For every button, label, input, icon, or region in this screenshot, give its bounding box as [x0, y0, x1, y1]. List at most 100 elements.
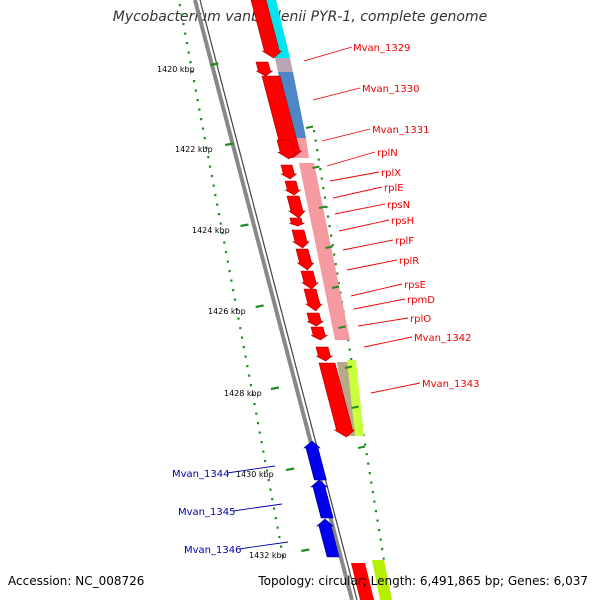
ruler-dot	[330, 234, 333, 237]
leader-line	[326, 151, 376, 167]
gene-label-mvan-1345[interactable]: Mvan_1345	[178, 507, 235, 518]
ruler-dot	[184, 32, 187, 35]
ruler-dot	[251, 393, 254, 396]
ruler-dot	[248, 374, 251, 377]
ruler-dot	[216, 203, 219, 206]
ruler-dot	[208, 165, 212, 168]
cog-track-pink	[299, 163, 350, 340]
leader-line	[353, 298, 406, 310]
gene-label-mvan-1329[interactable]: Mvan_1329	[353, 43, 410, 54]
minor-tick	[331, 285, 340, 289]
ruler-dot	[253, 403, 256, 406]
ruler-dot	[322, 187, 325, 190]
ruler-dot	[365, 453, 368, 456]
ruler-dot	[214, 194, 217, 197]
ruler-dot	[180, 13, 183, 16]
ruler-dot	[313, 130, 316, 133]
ruler-dot	[224, 251, 228, 254]
major-tick	[255, 304, 264, 309]
ruler-dot	[185, 42, 189, 45]
reverse-gene-arrow	[303, 440, 327, 481]
leader-line	[238, 541, 289, 550]
ruler-dot	[182, 23, 185, 26]
ruler-dot	[210, 175, 213, 178]
ruler-dot	[178, 4, 181, 7]
ruler-dot	[382, 557, 385, 560]
gene-label-rpsh[interactable]: rpsH	[391, 216, 414, 227]
minor-tick	[357, 445, 366, 449]
forward-gene-arrow	[295, 248, 315, 271]
ruler-dot	[212, 184, 215, 187]
leader-line	[226, 465, 276, 474]
ruler-dot	[201, 127, 205, 130]
ruler-dot	[230, 279, 233, 282]
ruler-dot	[376, 519, 379, 522]
minor-tick	[312, 165, 320, 169]
ruler-dot	[331, 244, 334, 247]
major-tick	[270, 386, 280, 391]
ruler-dot	[265, 469, 269, 472]
minor-tick	[351, 405, 359, 409]
forward-gene-arrow	[315, 346, 334, 362]
ruler-dot	[187, 51, 190, 54]
ruler-dot	[217, 213, 221, 216]
cog-track-lime	[347, 360, 364, 436]
gene-label-rplr[interactable]: rplR	[399, 256, 419, 267]
ruler-dot	[280, 545, 283, 548]
ruler-dot	[191, 70, 194, 73]
gene-label-rpse[interactable]: rpsE	[404, 280, 426, 291]
ruler-dot	[194, 89, 197, 92]
gene-label-mvan-1330[interactable]: Mvan_1330	[362, 84, 419, 95]
ruler-dot	[256, 422, 260, 425]
cog-track-gray	[275, 58, 293, 72]
gene-label-mvan-1342[interactable]: Mvan_1342	[414, 333, 471, 344]
ruler-dot	[339, 291, 342, 294]
ruler-dot	[240, 336, 244, 339]
leader-line	[332, 186, 383, 199]
major-tick	[240, 223, 249, 228]
gene-label-mvan-1343[interactable]: Mvan_1343	[422, 379, 479, 390]
ruler-dot	[317, 158, 320, 161]
leader-line	[346, 259, 398, 271]
ruler-dot	[233, 298, 237, 301]
gene-label-rplf[interactable]: rplF	[395, 236, 414, 247]
gene-arrows	[250, 0, 374, 600]
minor-tick	[325, 245, 333, 249]
ruler-dot	[328, 225, 331, 228]
ruler-dot	[336, 272, 339, 275]
ruler-dot	[364, 443, 367, 446]
gene-label-rpmd[interactable]: rpmD	[407, 295, 435, 306]
ruler-dot	[350, 358, 353, 361]
gene-label-rplo[interactable]: rplO	[410, 314, 431, 325]
ruler-dot	[334, 263, 337, 266]
gene-label-rplx[interactable]: rplX	[381, 168, 401, 179]
gene-label-mvan-1331[interactable]: Mvan_1331	[372, 125, 429, 136]
leader-line	[350, 283, 403, 297]
forward-gene-arrow	[351, 563, 374, 600]
gene-label-rple[interactable]: rplE	[384, 183, 404, 194]
map-title: Mycobacterium vanbaalenii PYR-1, complet…	[112, 9, 488, 25]
leader-line	[312, 87, 361, 101]
forward-gene-arrow	[250, 0, 283, 59]
gene-label-rpsn[interactable]: rpsN	[387, 200, 410, 211]
cog-track-steelblue	[278, 72, 306, 138]
cog-track-lime	[372, 560, 392, 600]
leader-lines	[226, 46, 421, 550]
ruler-dot	[262, 450, 265, 453]
ruler-dot	[316, 149, 319, 152]
forward-gene-arrow	[318, 362, 356, 438]
gene-label-rpln[interactable]: rplN	[377, 148, 398, 159]
ruler-dot	[367, 462, 370, 465]
ruler-dot	[347, 339, 350, 342]
forward-gene-arrow	[291, 229, 310, 249]
ruler-dot	[326, 215, 330, 218]
ruler-dot	[207, 156, 210, 159]
ruler-dot	[323, 196, 327, 199]
gene-label-mvan-1346[interactable]: Mvan_1346	[184, 545, 241, 556]
minor-tick	[344, 365, 353, 369]
forward-gene-arrow	[310, 326, 329, 341]
leader-line	[321, 128, 371, 142]
tick-marks	[210, 62, 366, 553]
gene-label-mvan-1344[interactable]: Mvan_1344	[172, 469, 229, 480]
